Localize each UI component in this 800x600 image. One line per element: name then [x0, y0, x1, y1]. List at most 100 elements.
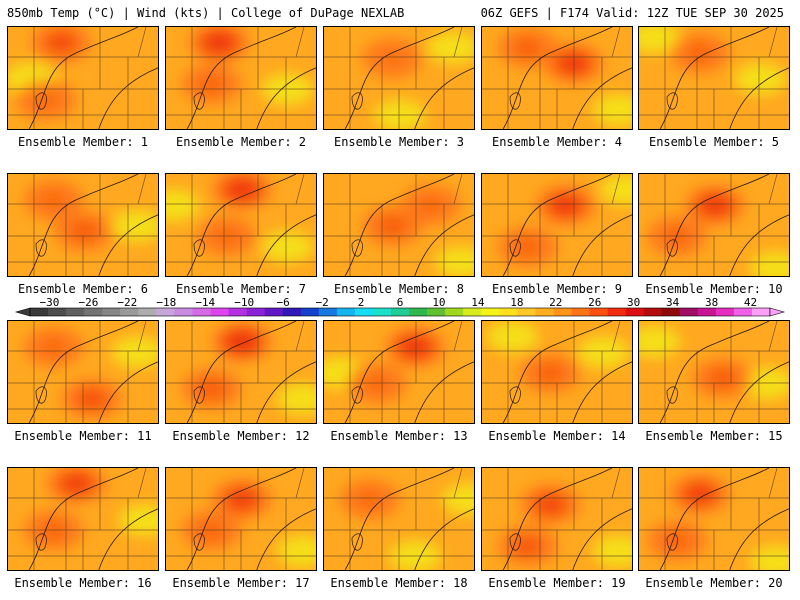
isotherm-contour [98, 67, 158, 129]
ensemble-map-panel [481, 467, 633, 571]
isotherm-contour [256, 508, 316, 570]
colorbar-segment [210, 308, 229, 316]
isotherm-contour [98, 214, 158, 276]
ensemble-member-label: Ensemble Member: 9 [491, 282, 623, 296]
isotherm-contour [502, 468, 613, 570]
isotherm-contour [729, 67, 789, 129]
isotherm-contour [256, 67, 316, 129]
isotherm-contour [659, 321, 770, 423]
colorbar-tick-label: 10 [432, 296, 445, 309]
colorbar-segment [535, 308, 554, 316]
ensemble-member-label: Ensemble Member: 2 [175, 135, 307, 149]
isotherm-contour [729, 361, 789, 423]
colorbar-segment [715, 308, 735, 316]
ensemble-member-label: Ensemble Member: 5 [648, 135, 780, 149]
chart-title: 850mb Temp (°C) | Wind (kts) | College o… [7, 6, 405, 20]
ensemble-map-panel [638, 467, 790, 571]
ensemble-member-label: Ensemble Member: 10 [645, 282, 783, 296]
isotherm-contour [344, 468, 455, 570]
ensemble-member-label: Ensemble Member: 17 [172, 576, 310, 590]
isotherm-contour [666, 92, 678, 110]
colorbar-segment [372, 308, 392, 316]
colorbar-tick-label: −22 [117, 296, 137, 309]
isotherm-contour [729, 214, 789, 276]
isotherm-contour [186, 468, 297, 570]
colorbar-segment [48, 308, 67, 316]
isotherm-contour [193, 533, 205, 551]
isotherm-contour [509, 533, 521, 551]
state-borders [482, 321, 632, 423]
colorbar-tick-label: −14 [195, 296, 215, 309]
isotherm-contour [509, 386, 521, 404]
colorbar-tick-label: −18 [156, 296, 176, 309]
isotherm-contour [659, 468, 770, 570]
colorbar-segment [625, 308, 644, 316]
isotherm-contour [193, 386, 205, 404]
isotherm-contour [414, 214, 474, 276]
isotherm-contour [35, 533, 47, 551]
colorbar-segment [499, 308, 518, 316]
colorbar-tick-label: 2 [358, 296, 365, 309]
colorbar-segment [733, 308, 753, 316]
colorbar-segment [427, 308, 446, 316]
isotherm-contour [28, 468, 139, 570]
state-borders [8, 321, 158, 423]
state-borders [482, 174, 632, 276]
colorbar-segment [102, 308, 121, 316]
ensemble-map-panel [638, 173, 790, 277]
isotherm-contour [28, 27, 139, 129]
colorbar-segment [66, 308, 85, 316]
ensemble-member-label: Ensemble Member: 3 [333, 135, 465, 149]
isotherm-contour [186, 27, 297, 129]
ensemble-map-panel [7, 320, 159, 424]
isotherm-contour [98, 508, 158, 570]
isotherm-contour [186, 174, 297, 276]
isotherm-contour [572, 508, 632, 570]
colorbar-segment [282, 308, 302, 316]
colorbar-segment [679, 308, 699, 316]
colorbar-segment [246, 308, 265, 316]
ensemble-map-panel [323, 467, 475, 571]
colorbar-segment [336, 308, 356, 316]
colorbar-segment [354, 308, 374, 316]
isotherm-contour [28, 174, 139, 276]
colorbar-tick-label: −10 [234, 296, 254, 309]
colorbar-high-arrow [769, 307, 786, 317]
colorbar-segment [481, 308, 500, 316]
isotherm-contour [344, 27, 455, 129]
state-borders [166, 468, 316, 570]
colorbar-tick-label: 6 [397, 296, 404, 309]
colorbar-tick-label: −6 [277, 296, 290, 309]
isotherm-contour [414, 67, 474, 129]
ensemble-member-label: Ensemble Member: 6 [17, 282, 149, 296]
colorbar-segment [156, 308, 175, 316]
isotherm-contour [666, 239, 678, 257]
state-borders [8, 174, 158, 276]
isotherm-contour [666, 533, 678, 551]
colorbar-segment [445, 308, 464, 316]
ensemble-member-label: Ensemble Member: 12 [172, 429, 310, 443]
colorbar-segment [589, 308, 608, 316]
state-borders [166, 27, 316, 129]
isotherm-contour [351, 92, 363, 110]
colorbar-tick-label: 18 [510, 296, 523, 309]
ensemble-map-panel [638, 26, 790, 130]
ensemble-member-label: Ensemble Member: 8 [333, 282, 465, 296]
ensemble-map-panel [323, 320, 475, 424]
isotherm-contour [572, 67, 632, 129]
isotherm-contour [98, 361, 158, 423]
colorbar-tick-label: 22 [549, 296, 562, 309]
state-borders [639, 321, 789, 423]
colorbar-tick-label: −2 [315, 296, 328, 309]
isotherm-contour [256, 361, 316, 423]
colorbar-segment [138, 308, 157, 316]
isotherm-contour [572, 214, 632, 276]
colorbar-segment [174, 308, 193, 316]
isotherm-contour [659, 27, 770, 129]
isotherm-contour [351, 239, 363, 257]
state-borders [639, 27, 789, 129]
ensemble-map-panel [7, 173, 159, 277]
isotherm-contour [666, 386, 678, 404]
isotherm-contour [502, 27, 613, 129]
isotherm-contour [35, 386, 47, 404]
